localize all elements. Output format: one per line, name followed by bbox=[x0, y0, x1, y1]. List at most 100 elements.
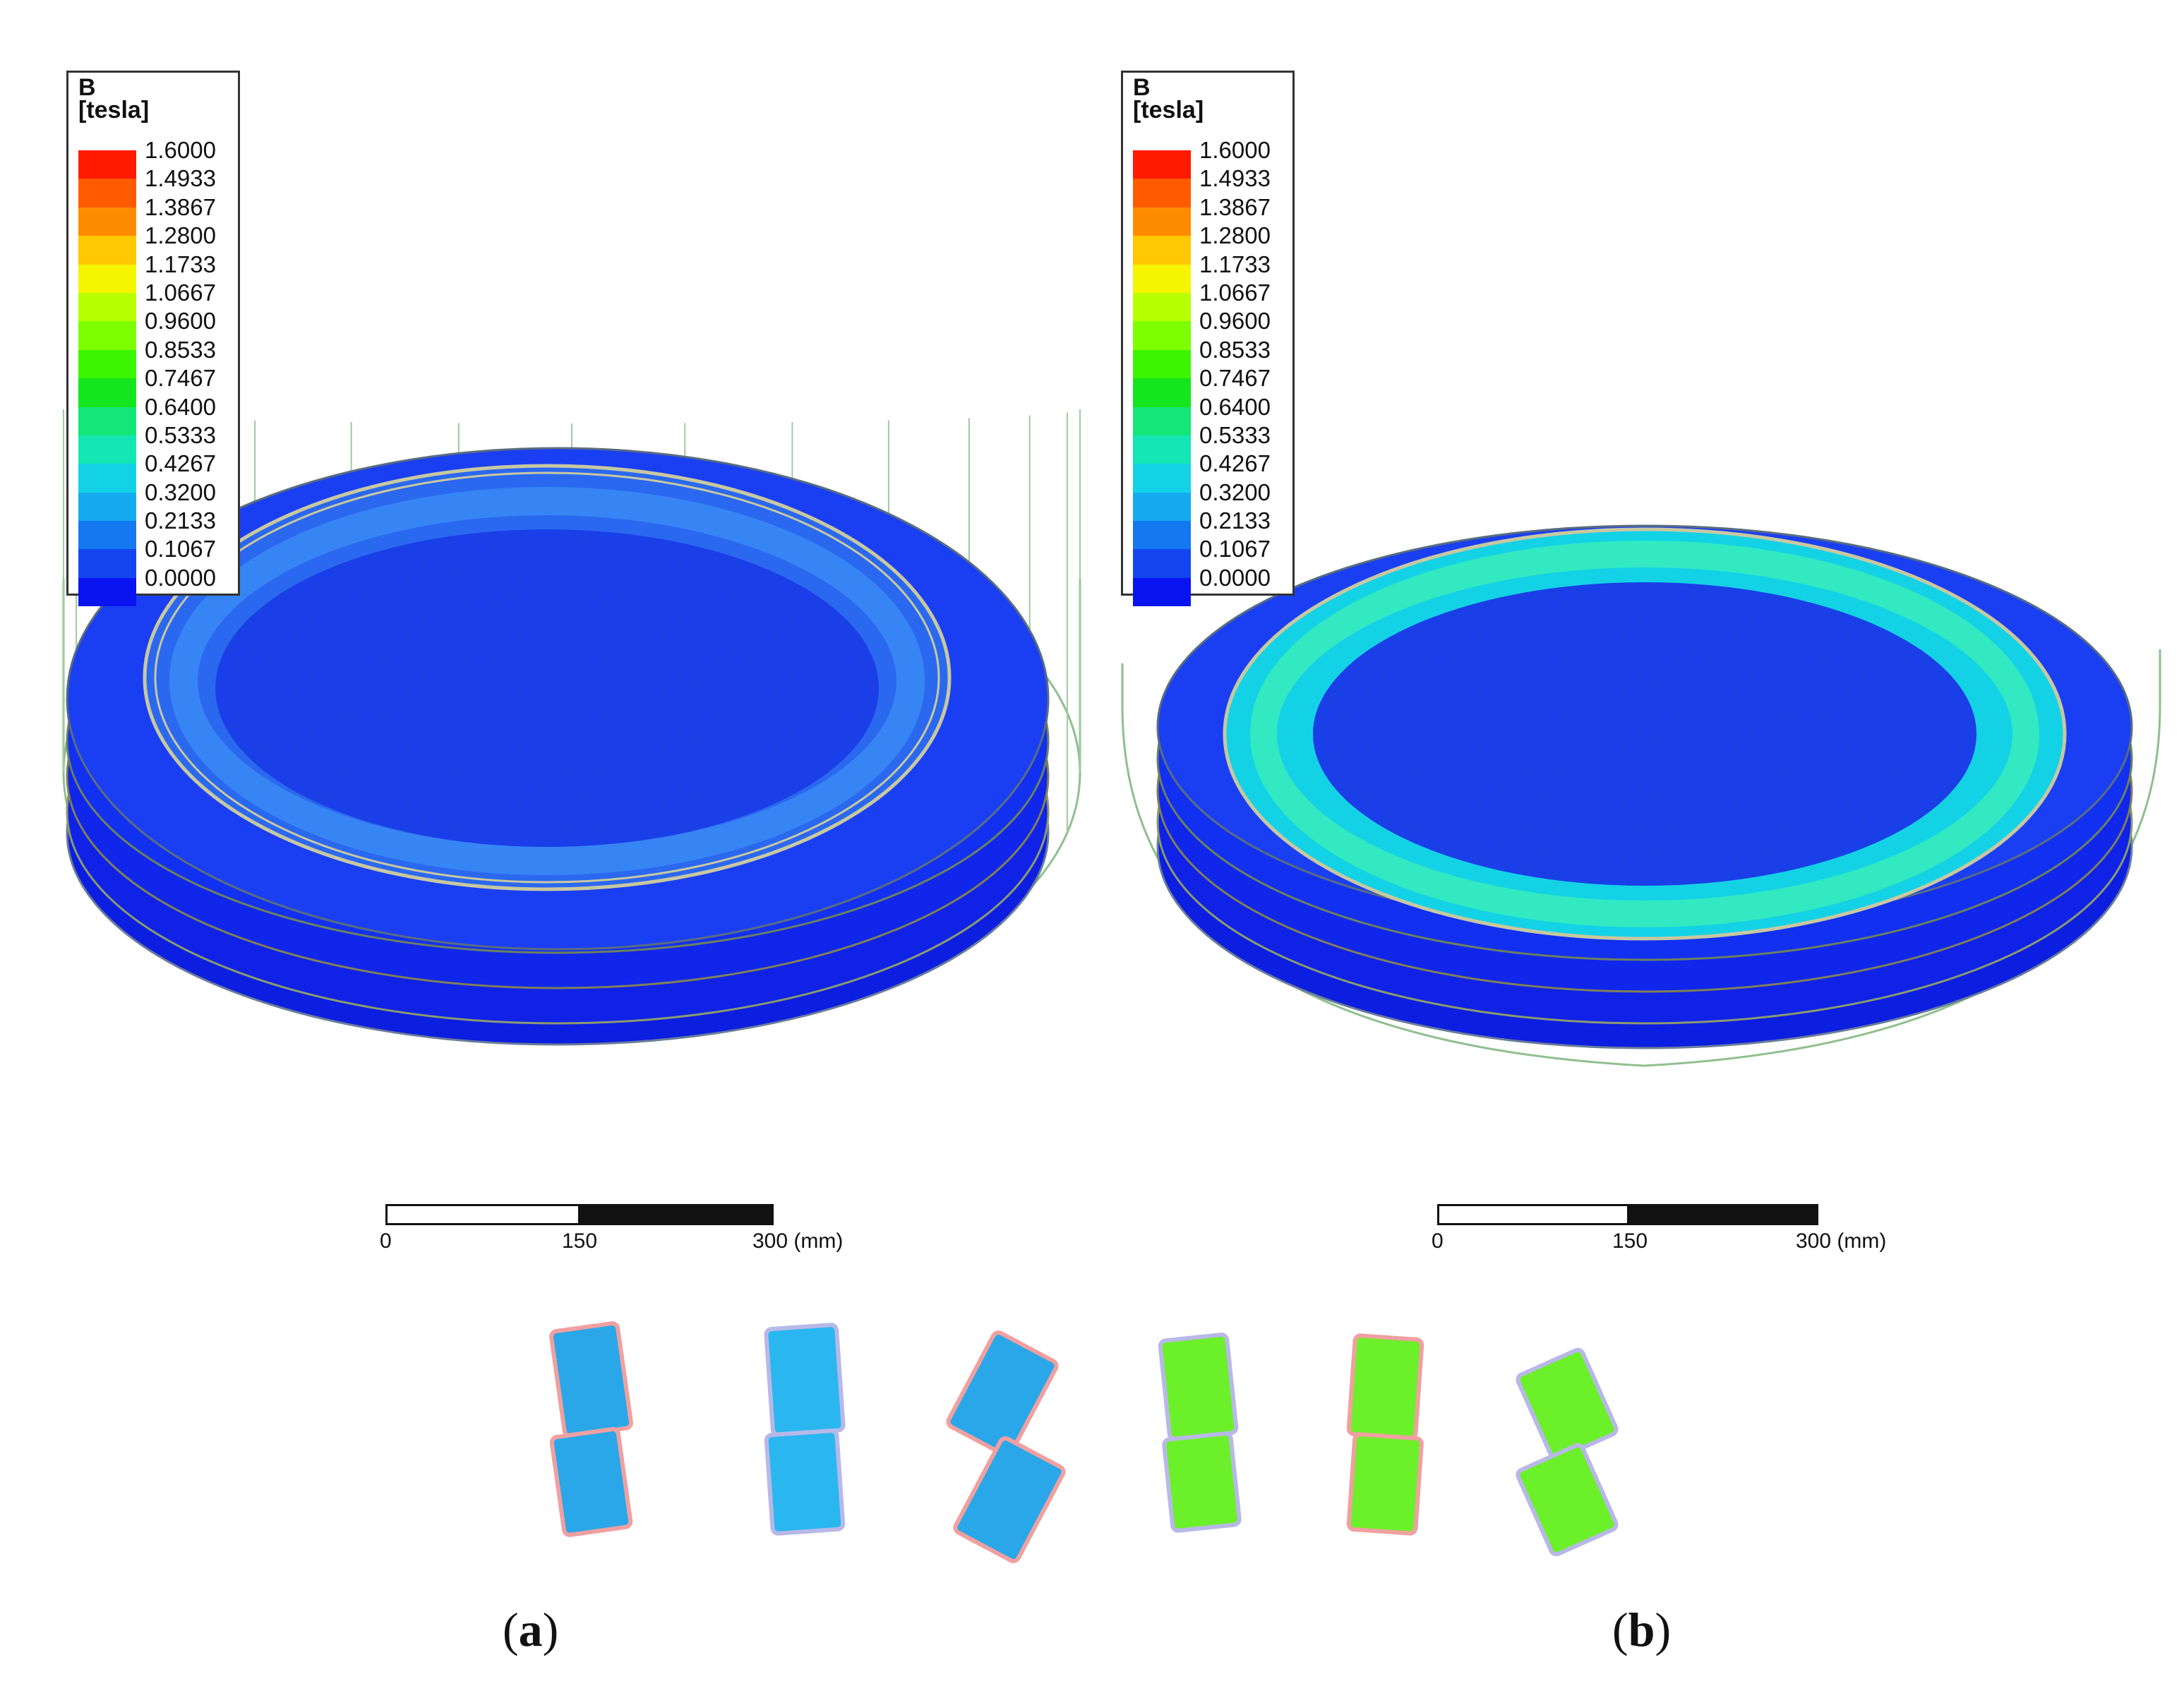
magnet-pair-b2 bbox=[1346, 1333, 1424, 1536]
magnet-samples bbox=[549, 1321, 1619, 1563]
caption-letter-b: b bbox=[1628, 1603, 1655, 1656]
legend-level-label: 0.2133 bbox=[145, 507, 216, 534]
magnet-pair-a2 bbox=[764, 1323, 846, 1536]
legend-level-label: 1.4933 bbox=[1199, 165, 1271, 192]
legend-level-label: 1.3867 bbox=[145, 193, 216, 220]
legend-swatch bbox=[1133, 407, 1191, 435]
legend-level-label: 0.3200 bbox=[1199, 479, 1271, 505]
legend-level-label: 0.8533 bbox=[1199, 336, 1271, 363]
scale-tick-300: 300 (mm) bbox=[1796, 1229, 1887, 1253]
legend-level-label: 0.4267 bbox=[145, 450, 216, 477]
legend-swatch bbox=[78, 549, 136, 578]
legend-level-label: 0.5333 bbox=[1199, 421, 1271, 448]
legend-swatch bbox=[1133, 577, 1191, 607]
magnet-pair-b3 bbox=[1516, 1347, 1619, 1557]
scale-bar-panel-a: 0 150 300 (mm) bbox=[380, 1204, 843, 1260]
legend-level-label: 0.9600 bbox=[145, 308, 216, 335]
legend-level-label: 0.4267 bbox=[1199, 450, 1271, 477]
legend-level-label: 0.0000 bbox=[1199, 564, 1271, 591]
legend-swatch bbox=[78, 521, 136, 550]
legend-panel-b: B [tesla] 1.6000 1.4933 1.3867 1.2800 1.1733… bbox=[1121, 71, 1295, 607]
scale-bar-white-segment bbox=[1437, 1204, 1629, 1225]
legend-level-label: 1.1733 bbox=[145, 251, 216, 277]
legend-swatch bbox=[1133, 435, 1191, 464]
legend-level-label: 1.2800 bbox=[1199, 222, 1271, 249]
legend-level-label: 1.0667 bbox=[1199, 279, 1271, 306]
panel-b-model bbox=[1121, 524, 2161, 1067]
legend-swatch bbox=[78, 407, 136, 435]
scale-bar-panel-b: 0 150 300 (mm) bbox=[1432, 1204, 1886, 1260]
legend-swatch bbox=[78, 492, 136, 522]
legend-swatch bbox=[78, 179, 136, 207]
legend-swatch bbox=[78, 378, 136, 407]
scale-tick-150: 150 bbox=[562, 1229, 598, 1253]
legend-level-label: 0.6400 bbox=[1199, 393, 1271, 420]
caption-panel-b: (b) bbox=[1612, 1603, 1672, 1656]
legend-swatch bbox=[1133, 179, 1191, 207]
legend-panel-a: B [tesla] 1.6000 1.4933 1.3867 1.2800 1.1733… bbox=[66, 71, 240, 607]
legend-swatch bbox=[1133, 236, 1191, 265]
legend-level-labels: 1.6000 1.4933 1.3867 1.2800 1.1733 1.0667 0.96… bbox=[145, 136, 216, 592]
legend-unit: [tesla] bbox=[1133, 97, 1204, 124]
magnet-pair-b1 bbox=[1158, 1332, 1242, 1533]
legend-level-label: 0.7467 bbox=[1199, 365, 1271, 392]
legend-swatch bbox=[1133, 549, 1191, 578]
legend-swatch bbox=[1133, 292, 1191, 322]
legend-swatch bbox=[1133, 378, 1191, 407]
legend-level-label: 0.6400 bbox=[145, 393, 216, 420]
legend-swatch bbox=[78, 264, 136, 293]
legend-level-label: 1.6000 bbox=[1199, 137, 1271, 163]
legend-quantity: B bbox=[1133, 74, 1151, 101]
scale-tick-0: 0 bbox=[1432, 1229, 1444, 1253]
legend-swatch bbox=[78, 349, 136, 379]
magnet-pair-a3 bbox=[946, 1330, 1066, 1563]
caption-panel-a: (a) bbox=[503, 1603, 559, 1656]
legend-swatch bbox=[1133, 464, 1191, 493]
legend-level-labels: 1.6000 1.4933 1.3867 1.2800 1.1733 1.0667 0.96… bbox=[1199, 136, 1271, 592]
legend-level-label: 0.1067 bbox=[1199, 536, 1271, 562]
legend-color-swatches bbox=[1133, 150, 1191, 607]
legend-level-label: 0.9600 bbox=[1199, 308, 1271, 335]
legend-level-label: 1.6000 bbox=[145, 137, 216, 163]
scale-tick-0: 0 bbox=[380, 1229, 392, 1253]
legend-color-swatches bbox=[78, 150, 136, 607]
legend-swatch bbox=[78, 150, 136, 179]
legend-swatch bbox=[78, 464, 136, 493]
legend-level-label: 0.2133 bbox=[1199, 507, 1271, 534]
scale-bar-black-segment bbox=[1627, 1204, 1818, 1225]
legend-swatch bbox=[1133, 150, 1191, 179]
legend-level-label: 0.8533 bbox=[145, 336, 216, 363]
legend-level-label: 1.2800 bbox=[145, 222, 216, 249]
legend-swatch bbox=[1133, 349, 1191, 379]
legend-swatch bbox=[1133, 207, 1191, 236]
legend-swatch bbox=[78, 236, 136, 265]
legend-unit: [tesla] bbox=[78, 97, 150, 124]
scale-tick-300: 300 (mm) bbox=[752, 1229, 844, 1253]
legend-level-label: 0.3200 bbox=[145, 479, 216, 505]
legend-level-label: 1.0667 bbox=[145, 279, 216, 306]
legend-swatch bbox=[78, 321, 136, 350]
legend-swatch bbox=[78, 292, 136, 322]
legend-swatch bbox=[1133, 264, 1191, 293]
legend-level-label: 0.0000 bbox=[145, 564, 216, 591]
panel-a-magnet-ring bbox=[143, 464, 952, 891]
caption-letter-a: a bbox=[518, 1603, 543, 1656]
legend-swatch bbox=[1133, 321, 1191, 350]
legend-swatch bbox=[78, 207, 136, 236]
legend-level-label: 1.4933 bbox=[145, 165, 216, 192]
legend-quantity: B bbox=[78, 74, 96, 101]
legend-swatch bbox=[1133, 521, 1191, 550]
legend-swatch bbox=[1133, 492, 1191, 522]
magnet-pair-a1 bbox=[549, 1321, 633, 1537]
legend-level-label: 0.5333 bbox=[145, 421, 216, 448]
panel-b-magnet-ring bbox=[1223, 527, 2067, 941]
scale-bar-black-segment bbox=[578, 1204, 774, 1225]
panel-a-model bbox=[62, 409, 1081, 1046]
legend-level-label: 1.3867 bbox=[1199, 193, 1271, 220]
legend-level-label: 0.7467 bbox=[145, 365, 216, 392]
legend-swatch bbox=[78, 577, 136, 607]
legend-swatch bbox=[78, 435, 136, 464]
scale-bar-white-segment bbox=[385, 1204, 580, 1225]
scale-tick-150: 150 bbox=[1612, 1229, 1648, 1253]
